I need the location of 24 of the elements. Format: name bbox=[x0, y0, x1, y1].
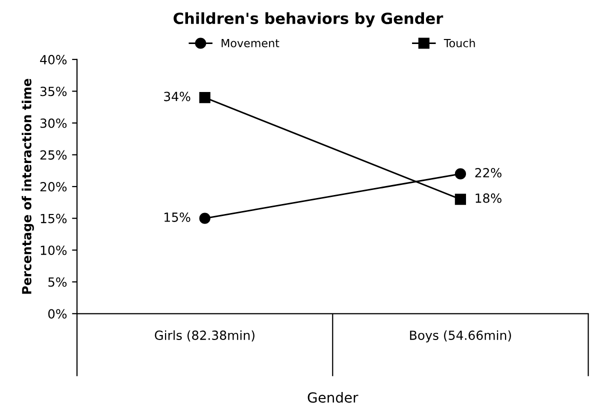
point bbox=[199, 212, 210, 224]
point bbox=[199, 92, 210, 104]
y-tick-label: 20% bbox=[40, 182, 67, 192]
x-tick-label: Boys (54.66min) bbox=[410, 330, 511, 342]
y-tick-label: 40% bbox=[40, 54, 67, 64]
y-tick-label: 15% bbox=[40, 214, 67, 224]
legend-label: Movement bbox=[222, 39, 280, 48]
y-axis-title: Percentage of interaction time bbox=[22, 78, 34, 294]
x-axis-title: Gender bbox=[308, 392, 358, 403]
legend-label: Touch bbox=[444, 38, 475, 48]
y-tick-label: 25% bbox=[40, 150, 67, 160]
y-tick-label: 35% bbox=[40, 86, 67, 96]
data-label: 15% bbox=[164, 212, 190, 222]
data-label: 18% bbox=[476, 193, 502, 203]
point bbox=[454, 168, 466, 180]
y-tick-label: 5% bbox=[48, 277, 67, 287]
point bbox=[454, 194, 466, 205]
chart-title: Children's behaviors by Gender bbox=[174, 12, 444, 28]
x-tick-label: Girls (82.38min) bbox=[154, 330, 254, 342]
y-tick-label: 0% bbox=[48, 309, 67, 319]
data-label: 22% bbox=[475, 168, 502, 178]
y-tick-label: 30% bbox=[40, 118, 67, 128]
data-label: 34% bbox=[164, 92, 190, 102]
y-tick-label: 10% bbox=[40, 246, 67, 256]
